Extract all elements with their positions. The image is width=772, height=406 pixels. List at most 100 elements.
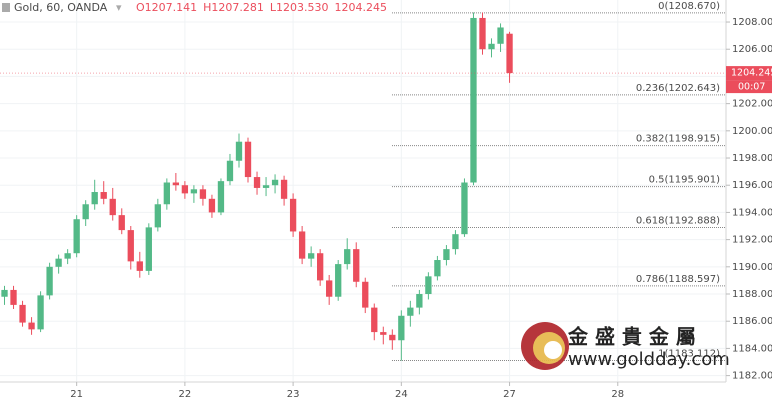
candle-body xyxy=(280,179,288,199)
fib-level-label: 0.382(1198.915) xyxy=(636,134,720,145)
candle-body xyxy=(10,289,17,305)
candle-body xyxy=(127,230,134,262)
ohlc-value: 1204.245 xyxy=(335,1,388,14)
brand-url: www.goldday.com xyxy=(568,349,730,370)
candle-body xyxy=(353,249,360,282)
x-tick-label: 28 xyxy=(611,389,624,400)
candle-body xyxy=(425,276,432,295)
candle-body xyxy=(55,258,62,267)
countdown-label: 00:07 xyxy=(738,82,765,93)
candle-body xyxy=(434,260,441,277)
y-tick-label: 1184.000 xyxy=(732,343,772,354)
candle-body xyxy=(181,185,189,194)
candle-body xyxy=(389,334,396,341)
candle-body xyxy=(82,204,89,220)
last-price-label: 1204.245 xyxy=(731,68,772,79)
x-tick-label: 27 xyxy=(503,389,516,400)
y-tick-label: 1186.000 xyxy=(732,316,772,327)
y-tick-label: 1192.000 xyxy=(732,235,772,246)
y-tick-label: 1202.000 xyxy=(732,99,772,110)
candle-body xyxy=(37,295,44,330)
candle-body xyxy=(172,182,180,186)
fib-level-label: 0.786(1188.597) xyxy=(636,274,720,285)
header: Gold, 60, OANDA ▾ O1207.141 H1207.281 L120… xyxy=(2,1,387,14)
candle-body xyxy=(271,179,279,186)
candle-body xyxy=(64,253,71,259)
watermark: 金 盛 貴 金 屬 www.goldday.com xyxy=(521,322,730,370)
candle-body xyxy=(208,198,216,213)
x-tick-label: 21 xyxy=(70,389,83,400)
logo-core xyxy=(544,341,562,359)
candle-body xyxy=(416,294,423,308)
y-tick-label: 1188.000 xyxy=(732,289,772,300)
candle-body xyxy=(91,192,98,205)
candle-body xyxy=(28,322,35,330)
candle-body xyxy=(298,231,306,259)
y-tick-label: 1196.000 xyxy=(732,180,772,191)
candle-body xyxy=(371,307,378,333)
y-tick-label: 1190.000 xyxy=(732,262,772,273)
header-menu[interactable]: ▾ xyxy=(116,1,122,14)
candle-body xyxy=(407,307,414,316)
fibonacci: 0(1208.670) 0.236(1202.643) 0.382(1198.915… xyxy=(392,1,726,361)
candle-body xyxy=(488,43,495,50)
y-tick-label: 1198.000 xyxy=(732,153,772,164)
fib-level-label: 0.236(1202.643) xyxy=(636,83,720,94)
candle-body xyxy=(217,181,225,213)
candle-body xyxy=(244,141,252,178)
candle-body xyxy=(109,198,116,216)
candle-body xyxy=(335,264,342,297)
candle-body xyxy=(470,17,477,183)
candle-body xyxy=(226,160,234,182)
brand: 金 盛 貴 金 屬 xyxy=(567,325,696,349)
candle-body xyxy=(398,315,405,341)
y-tick-label: 1194.000 xyxy=(732,207,772,218)
x-tick-label: 24 xyxy=(395,389,408,400)
header-title: Gold, 60, OANDA xyxy=(14,1,108,14)
candle-body xyxy=(307,253,315,259)
candle-body xyxy=(380,332,387,335)
candle-body xyxy=(362,281,369,308)
x-tick-label: 22 xyxy=(179,389,192,400)
candle-body xyxy=(289,198,297,232)
candle-body xyxy=(344,249,351,265)
candle-body xyxy=(46,266,53,296)
y-tick-label: 1206.000 xyxy=(732,44,772,55)
candle-body xyxy=(199,189,207,199)
candle-body xyxy=(235,141,243,161)
candle-body xyxy=(262,185,270,188)
candle-body xyxy=(154,204,161,228)
y-tick-label: 1182.000 xyxy=(732,371,772,382)
last-price-tag xyxy=(726,66,772,81)
symbol-icon xyxy=(2,3,10,12)
candle-body xyxy=(190,189,198,194)
candle-body xyxy=(136,261,143,271)
candle-body xyxy=(145,227,152,271)
candle-body xyxy=(497,27,504,44)
candles xyxy=(1,12,513,361)
candle-body xyxy=(118,215,125,231)
grid xyxy=(0,0,726,382)
y-tick-label: 1208.000 xyxy=(732,17,772,28)
candle-body xyxy=(452,234,459,250)
fib-level-label: 0.618(1192.888) xyxy=(636,216,720,227)
candle-body xyxy=(73,219,80,254)
fib-level-label: 1(1183.112) xyxy=(658,348,720,359)
candle-body xyxy=(253,177,261,188)
candle-body xyxy=(326,280,333,297)
candle-body xyxy=(100,192,107,199)
ohlc-value: O1207.141 xyxy=(136,1,197,14)
fib-level-label: 0.5(1195.901) xyxy=(649,175,721,186)
ohlc-value: L1203.530 xyxy=(270,1,329,14)
y-tick-label: 1200.000 xyxy=(732,126,772,137)
candle-body xyxy=(163,182,171,205)
candle-body xyxy=(479,17,486,50)
ohlc-value: H1207.281 xyxy=(203,1,264,14)
candle-body xyxy=(317,253,324,281)
countdown-tag xyxy=(726,80,772,94)
candle-body xyxy=(506,33,513,74)
x-tick-label: 23 xyxy=(287,389,300,400)
candle-body xyxy=(19,304,26,323)
